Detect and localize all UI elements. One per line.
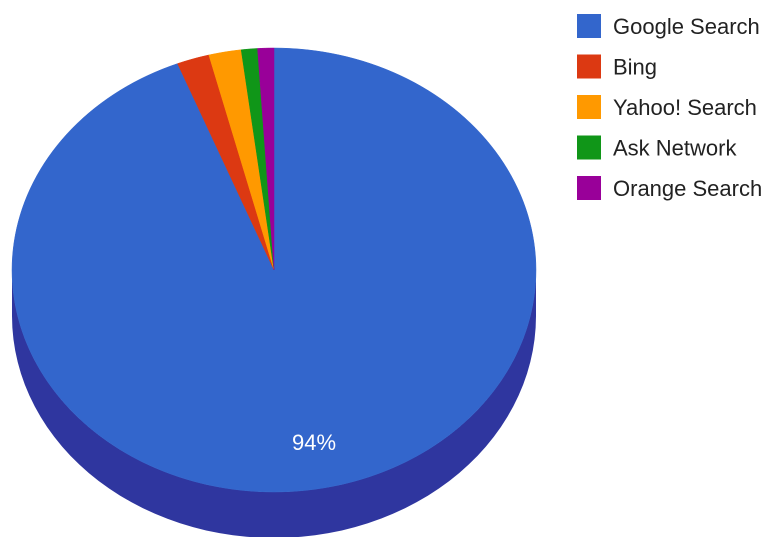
- legend-item-google-search[interactable]: Google Search: [577, 14, 760, 39]
- legend-label-bing: Bing: [613, 55, 657, 80]
- pie-data-label-google-search: 94%: [292, 430, 336, 455]
- legend-swatch-google-search: [577, 14, 601, 38]
- pie-slice-ask-network[interactable]: [240, 48, 275, 271]
- legend-item-orange-search[interactable]: Orange Search: [577, 176, 762, 201]
- pie-side-google-search: [12, 270, 536, 537]
- pie-slice-bing[interactable]: [177, 54, 275, 271]
- pie-slice-yahoo-search[interactable]: [208, 49, 275, 271]
- legend-label-orange-search: Orange Search: [613, 176, 762, 201]
- pie-slice-orange-search[interactable]: [257, 47, 275, 271]
- legend-swatch-yahoo-search: [577, 95, 601, 119]
- legend: Google Search Bing Yahoo! Search Ask Networ…: [577, 14, 762, 201]
- legend-swatch-ask-network: [577, 135, 601, 160]
- legend-swatch-orange-search: [577, 176, 601, 200]
- pie-depth-layer: [12, 270, 536, 537]
- legend-item-ask-network[interactable]: Ask Network: [577, 135, 737, 161]
- legend-item-bing[interactable]: Bing: [577, 54, 657, 80]
- legend-label-yahoo-search: Yahoo! Search: [613, 95, 757, 120]
- pie-top-layer: [11, 47, 537, 493]
- legend-label-ask-network: Ask Network: [613, 136, 737, 161]
- pie-data-labels: 94%: [292, 430, 336, 455]
- legend-label-google-search: Google Search: [613, 14, 760, 39]
- legend-item-yahoo-search[interactable]: Yahoo! Search: [577, 95, 757, 120]
- legend-swatch-bing: [577, 54, 601, 79]
